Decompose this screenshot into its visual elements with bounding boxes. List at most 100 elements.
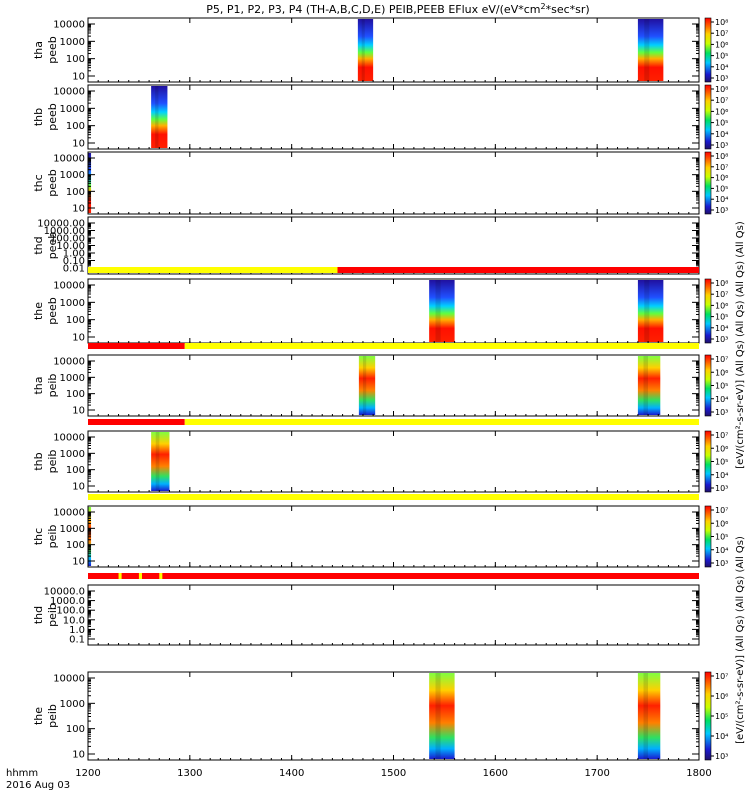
instrument-label: peib [46, 704, 59, 728]
instrument-label: peeb [46, 169, 59, 197]
y-tick-label: 10000 [53, 508, 85, 519]
colorbar-tick-label: 10⁷ [715, 672, 728, 681]
y-tick-label: 10 [72, 333, 85, 344]
y-tick-label: 100 [66, 54, 85, 65]
y-tick-label: 10000 [53, 433, 85, 444]
y-tick-label: 10000 [53, 357, 85, 368]
colorbar-tick-label: 10³ [715, 484, 728, 493]
colorbar-tick-label: 10⁶ [715, 368, 728, 377]
colorbar-tick-label: 10⁴ [715, 546, 728, 555]
y-tick-label: 10000.0 [44, 587, 85, 598]
instrument-label: peib [46, 450, 59, 474]
status-flag-bar-1 [184, 343, 699, 349]
y-tick-label: 1000 [60, 449, 85, 460]
spectrogram-block-0 [357, 19, 374, 81]
y-tick-label: 1000 [60, 699, 85, 710]
panel-the-peeb: 10 100 1000 10000 the peeb 10³ 10⁴ 10⁵ 10⁶ 10⁷ 10⁸ [32, 267, 728, 344]
panel-thb-peib: 10 100 1000 10000 thb peib 10³ 10⁴ 10⁵ 10⁶ 10⁷ [32, 419, 728, 493]
colorbar-tick-label: 10⁶ [715, 301, 728, 310]
panel-frame [87, 505, 700, 568]
spectrogram-texture-0 [362, 356, 367, 415]
y-tick-label: 10 [72, 557, 85, 568]
colorbar-tick-label: 10⁵ [715, 712, 728, 721]
spectrogram-block-0 [151, 432, 170, 491]
colorbar-tick-label: 10³ [715, 74, 728, 83]
instrument-label: peib [46, 374, 59, 398]
spectrogram-block-1 [637, 356, 661, 415]
right-axis-label-peib: [eV/(cm²-s-sr-eV)] (All Qs) (All Qs) (Al… [735, 536, 746, 744]
spectrogram-texture-1 [644, 19, 650, 81]
spectrogram-texture-0 [155, 432, 160, 491]
y-tick-label: 0.01 [63, 264, 85, 275]
colorbar-tick-label: 10⁷ [715, 163, 728, 172]
colorbar-tick-label: 10⁴ [715, 324, 728, 333]
colorbar [704, 84, 712, 150]
colorbar-tick-label: 10⁶ [715, 174, 728, 183]
y-tick-label: 10 [72, 406, 85, 417]
colorbar-tick-label: 10⁴ [715, 471, 728, 480]
y-tick-label: 10 [72, 139, 85, 150]
colorbar-tick-label: 10⁷ [715, 431, 728, 440]
panel-tha-peib: 10 100 1000 10000 tha peib 10³ 10⁴ 10⁵ 10⁶ 10⁷ [32, 343, 728, 417]
y-tick-label: 1000 [60, 170, 85, 181]
y-tick-label: 1000 [60, 524, 85, 535]
probe-label: thd [32, 236, 45, 254]
x-tick-label: 1400 [279, 768, 304, 779]
panel-frame [87, 216, 700, 275]
spectrogram-texture-1 [643, 673, 648, 759]
probe-label: thc [32, 528, 45, 545]
y-tick-label: 100 [66, 389, 85, 400]
status-flag-bar-2 [138, 573, 142, 579]
y-tick-label: 1000 [60, 373, 85, 384]
panel-frame [87, 584, 700, 646]
colorbar-tick-label: 10⁵ [715, 382, 728, 391]
colorbar-tick-label: 10⁸ [715, 18, 728, 27]
spectrogram-block-0 [358, 356, 376, 415]
instrument-label: peeb [46, 232, 59, 260]
colorbar-tick-label: 10⁸ [715, 85, 728, 94]
probe-label: thb [32, 452, 45, 470]
status-flag-bar-1 [184, 419, 699, 425]
hhmm-label: hhmm [6, 768, 38, 779]
probe-label: tha [32, 376, 45, 394]
colorbar [704, 278, 712, 344]
y-tick-label: 10.0 [63, 615, 85, 626]
probe-label: tha [32, 41, 45, 59]
status-flag-bar-3 [159, 573, 163, 579]
x-tick-label: 1500 [381, 768, 406, 779]
status-flag-bar-0 [88, 573, 699, 579]
colorbar-tick-label: 10⁶ [715, 444, 728, 453]
spectrogram-texture-1 [644, 280, 650, 342]
y-tick-label: 10000 [53, 154, 85, 165]
status-flag-bar-0 [88, 494, 699, 500]
status-flag-bar-0 [88, 419, 185, 425]
instrument-label: peeb [46, 36, 59, 64]
y-tick-label: 10 [72, 204, 85, 215]
y-tick-label: 100 [66, 187, 85, 198]
panel-frame [87, 151, 700, 215]
spectrogram-block-1 [637, 673, 661, 759]
right-axis-label-peeb: [eV/(cm²-s-sr-eV)] (All Qs) (All Qs) (Al… [735, 221, 746, 469]
y-tick-label: 10000 [53, 281, 85, 292]
colorbar-tick-label: 10⁴ [715, 195, 728, 204]
colorbar-tick-label: 10⁶ [715, 692, 728, 701]
spectrogram-block-1 [637, 19, 664, 81]
probe-label: the [32, 707, 45, 725]
y-tick-label: 100 [66, 121, 85, 132]
colorbar-tick-label: 10³ [715, 752, 728, 761]
y-tick-label: 1000 [60, 37, 85, 48]
status-flag-bar-1 [337, 267, 699, 273]
colorbar-tick-label: 10⁵ [715, 119, 728, 128]
spectrogram-block-0 [151, 86, 168, 148]
panel-frame [87, 17, 700, 83]
y-tick-label: 100.00 [50, 234, 85, 245]
colorbar [704, 17, 712, 83]
colorbar-tick-label: 10⁷ [715, 355, 728, 364]
instrument-label: peib [46, 525, 59, 549]
y-tick-label: 1000.00 [44, 226, 85, 237]
spectrogram-block-0 [429, 280, 455, 342]
